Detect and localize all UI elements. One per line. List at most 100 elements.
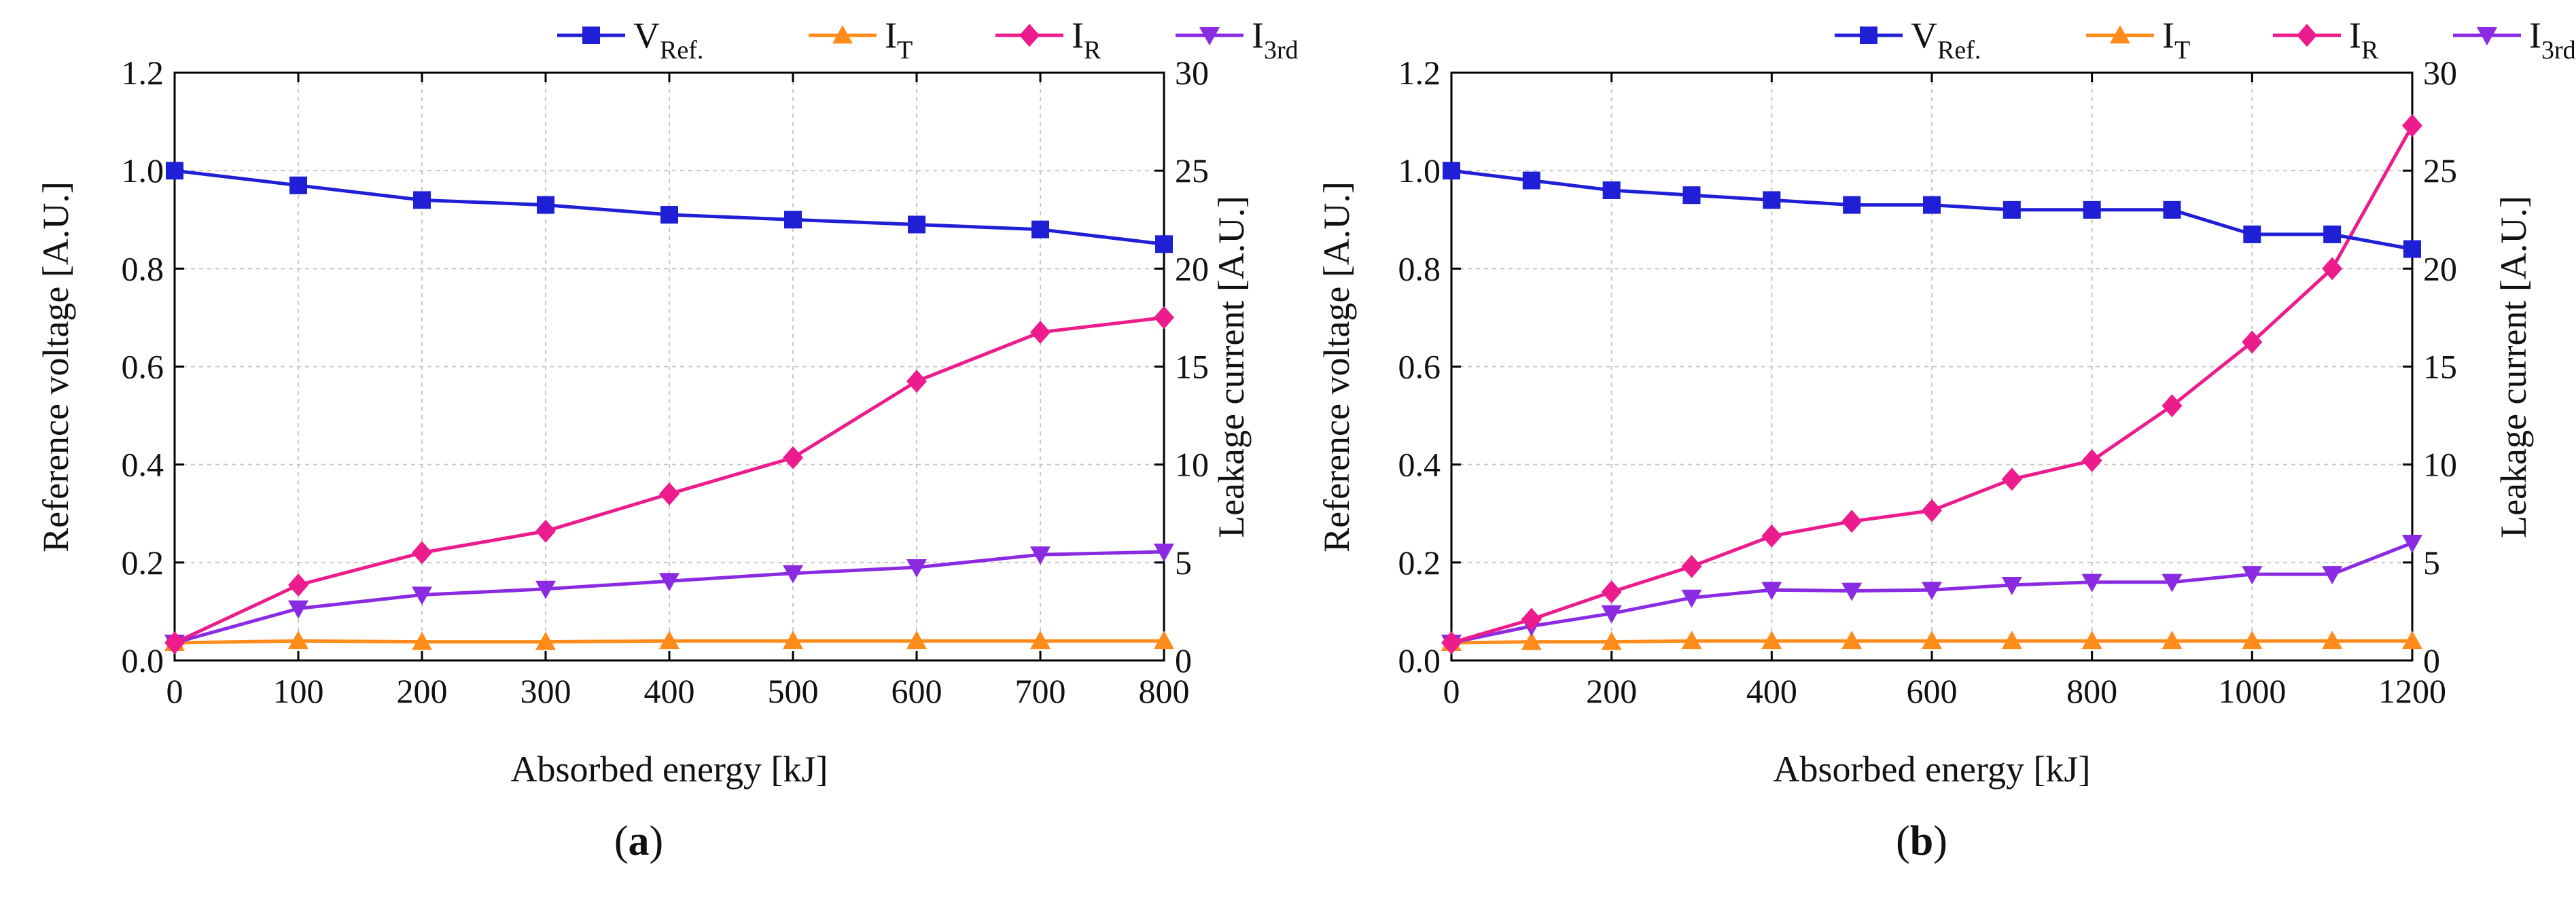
panel-a-right-tick-label: 30 (1175, 54, 1209, 92)
panel-a-x-tick-label: 800 (1139, 672, 1190, 710)
panel-b-left-tick-label: 1.0 (1398, 152, 1441, 190)
panel-a-legend-i3rd-label: I3rd (1252, 15, 1299, 65)
panel-a-legend-it-marker (832, 25, 853, 43)
panel-a-series-vref-point (1031, 220, 1049, 238)
panel-b-left-tick-label: 0.8 (1398, 249, 1441, 287)
panel-a-legend-vref-label: VRef. (633, 15, 703, 65)
panel-a-legend-ir-marker (1019, 24, 1040, 47)
panel-a-series-it-point (1154, 631, 1174, 650)
panel-b-series-vref-point (1763, 191, 1781, 209)
panel-a-x-tick-label: 400 (644, 672, 695, 710)
panel-b-series-it-point (1922, 631, 1942, 650)
panel-a-right-tick-label: 25 (1175, 152, 1209, 190)
panel-b-series-it-point (2001, 631, 2022, 650)
panel-a-left-tick-label: 1.2 (122, 54, 164, 92)
panel-b-series-it-point (2081, 631, 2102, 650)
panel-b-series-ir-point (1841, 510, 1863, 533)
panel-b-right-axis-label: Leakage current [A.U.] (2493, 196, 2534, 538)
panel-b-series-vref-point (1923, 196, 1941, 214)
panel-b-series-ir-point (2081, 448, 2102, 472)
panel-b-series-i3rd-point (2242, 566, 2263, 585)
panel-b-legend-it-marker (2110, 25, 2130, 43)
panel-b-series-i3rd-point (2162, 573, 2183, 593)
panel-b-series-i3rd-point (2322, 566, 2343, 585)
panel-a-series-i3rd-point (783, 565, 803, 584)
panel-a-label: (a) (614, 818, 663, 864)
panel-a-series-vref-point (660, 206, 678, 224)
panel-a-series-ir-point (783, 446, 803, 470)
panel-b-legend-vref-marker (1860, 26, 1877, 44)
panel-b-series-ir-point (2322, 257, 2343, 281)
panel-a-left-axis-label: Reference voltage [A.U.] (35, 181, 76, 552)
panel-b-series-ir-point (2242, 330, 2263, 354)
panel-a-series-ir-point (535, 519, 556, 543)
panel-a-chart: 0 100 200 300 400 500 600 700 8000.00.20.40.60.8… (35, 15, 1299, 864)
panel-b-x-tick-label: 600 (1907, 672, 1958, 710)
panel-a-right-tick-label: 10 (1175, 446, 1209, 484)
panel-b-legend-ir-marker (2297, 24, 2317, 47)
panel-a-legend-vref-marker (582, 26, 600, 44)
panel-b-series-i3rd-point (1841, 582, 1863, 601)
panel-a-x-tick-label: 700 (1015, 672, 1066, 710)
panel-a-legend-it-label: IT (885, 15, 913, 65)
panel-b-legend-vref-label: VRef. (1911, 15, 1981, 65)
panel-b-series-vref-point (2323, 225, 2342, 243)
panel-b-series-vref-point (1443, 162, 1460, 180)
panel-b-x-tick-label: 1000 (2218, 672, 2286, 710)
panel-a-series-vref-point (784, 211, 802, 229)
panel-b-legend: VRef. IT IR I3rd (1835, 15, 2576, 65)
panel-b-series-vref-point (2403, 240, 2421, 258)
panel-a-x-tick-label: 500 (768, 672, 819, 710)
panel-a-series-vref-point (537, 196, 554, 214)
panel-b-right-tick-label: 30 (2423, 54, 2457, 92)
panel-a-legend: VRef. IT IR I3rd (557, 15, 1299, 65)
panel-b-series-vref-point (2243, 225, 2261, 243)
panel-a-series-i3rd-point (1030, 546, 1051, 565)
panel-a-series-it-point (659, 631, 680, 650)
panel-b-chart: 0 200 400 600 800 1000 12000.00.20.40.60.81.01… (1316, 15, 2576, 864)
panel-b-right-tick-label: 5 (2423, 544, 2440, 582)
panel-a-series-it-point (535, 631, 556, 650)
panel-b-x-tick-label: 1200 (2378, 672, 2446, 710)
panel-b-series-ir-point (1441, 631, 1462, 655)
panel-b-series-ir-point (1922, 499, 1942, 523)
panel-a-x-tick-label: 100 (273, 672, 324, 710)
panel-a-legend-i3rd-marker (1199, 27, 1220, 46)
panel-a-right-tick-label: 5 (1175, 544, 1192, 582)
panel-b-series-it-point (2162, 631, 2183, 650)
panel-b-series-it-point (2322, 631, 2343, 650)
panel-b-series-it-point (1601, 631, 1622, 650)
panel-b-series-vref-point (1522, 171, 1540, 190)
panel-b-series-i3rd-point (1761, 582, 1782, 601)
panel-a-series-i3rd-point (906, 559, 927, 578)
panel-a-left-tick-label: 0.2 (122, 544, 164, 582)
panel-b-x-tick-label: 200 (1586, 672, 1637, 710)
panel-a-series-vref-point (289, 176, 307, 194)
panel-b-x-axis-label: Absorbed energy [kJ] (1774, 749, 2091, 790)
panel-b-series-vref-point (1843, 196, 1861, 214)
panel-b-series-ir-point (2001, 467, 2022, 491)
panel-a-x-axis-label: Absorbed energy [kJ] (511, 749, 828, 790)
panel-a-left-tick-label: 1.0 (122, 152, 164, 190)
panel-b-series-i3rd-point (2081, 573, 2102, 593)
panel-b-series-vref-point (2083, 200, 2101, 219)
panel-b-series-ir-point (1681, 554, 1702, 578)
panel-a-series-ir-point (412, 541, 432, 565)
panel-b-left-tick-label: 0.4 (1398, 446, 1441, 484)
panel-a-series-vref-point (1155, 235, 1173, 253)
panel-a-left-tick-label: 0.8 (122, 249, 164, 287)
panel-b-legend-i3rd-label: I3rd (2529, 15, 2576, 65)
panel-a-series-i3rd-point (1154, 543, 1174, 562)
panel-b-left-tick-label: 1.2 (1398, 54, 1441, 92)
panel-b-series-it-point (1761, 631, 1782, 650)
panel-a-series-vref-point (166, 162, 183, 180)
panel-a-series-ir-point (288, 573, 308, 597)
panel-a-series-i3rd-point (535, 580, 556, 599)
panel-b-left-axis-label: Reference voltage [A.U.] (1316, 181, 1357, 552)
panel-a-right-axis-label: Leakage current [A.U.] (1211, 196, 1252, 538)
panel-b-x-tick-label: 800 (2066, 672, 2117, 710)
panel-b-series-vref-point (2002, 200, 2021, 219)
panel-a-left-tick-label: 0.4 (122, 446, 164, 484)
panel-b-x-tick-label: 0 (1443, 672, 1460, 710)
